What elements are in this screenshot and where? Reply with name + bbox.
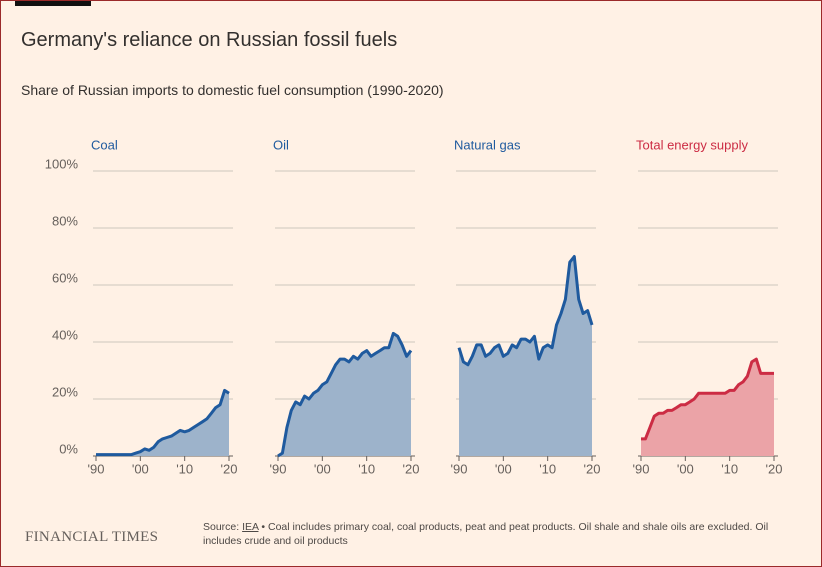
- area: [459, 256, 592, 456]
- area: [96, 390, 229, 456]
- line: [641, 357, 774, 441]
- x-tick-label: '90: [633, 461, 650, 476]
- x-tick-label: '00: [677, 461, 694, 476]
- panel-title: Total energy supply: [636, 137, 749, 152]
- top-bar: [15, 1, 91, 6]
- x-tick-label: '90: [451, 461, 468, 476]
- y-tick-label: 0%: [59, 441, 78, 456]
- y-tick-label: 80%: [52, 213, 78, 228]
- x-tick-label: '90: [88, 461, 105, 476]
- y-tick-label: 60%: [52, 270, 78, 285]
- source-note: • Coal includes primary coal, coal produ…: [203, 521, 769, 547]
- line: [457, 255, 594, 367]
- x-tick-label: '90: [270, 461, 287, 476]
- x-tick-label: '20: [221, 461, 238, 476]
- subtitle: Share of Russian imports to domestic fue…: [21, 82, 444, 98]
- panel-title: Oil: [273, 137, 289, 152]
- source-link: IEA: [242, 521, 259, 533]
- line: [96, 388, 230, 457]
- panel-title: Natural gas: [454, 137, 521, 152]
- line: [277, 331, 413, 458]
- x-tick-label: '00: [132, 461, 149, 476]
- area: [641, 359, 774, 456]
- x-tick-label: '10: [358, 461, 375, 476]
- source-prefix: Source:: [203, 521, 240, 533]
- y-tick-label: 100%: [45, 156, 79, 171]
- x-tick-label: '10: [539, 461, 556, 476]
- x-tick-label: '20: [403, 461, 420, 476]
- x-tick-label: '20: [584, 461, 601, 476]
- y-tick-label: 40%: [52, 327, 78, 342]
- y-tick-label: 20%: [52, 384, 78, 399]
- area: [278, 333, 411, 456]
- title: Germany's reliance on Russian fossil fue…: [21, 29, 398, 51]
- x-tick-label: '20: [766, 461, 783, 476]
- x-tick-label: '10: [176, 461, 193, 476]
- x-tick-label: '10: [721, 461, 738, 476]
- x-tick-label: '00: [495, 461, 512, 476]
- brand: FINANCIAL TIMES: [25, 529, 159, 545]
- x-tick-label: '00: [314, 461, 331, 476]
- panel-title: Coal: [91, 137, 118, 152]
- source: Source: IEA • Coal includes primary coal…: [203, 520, 783, 548]
